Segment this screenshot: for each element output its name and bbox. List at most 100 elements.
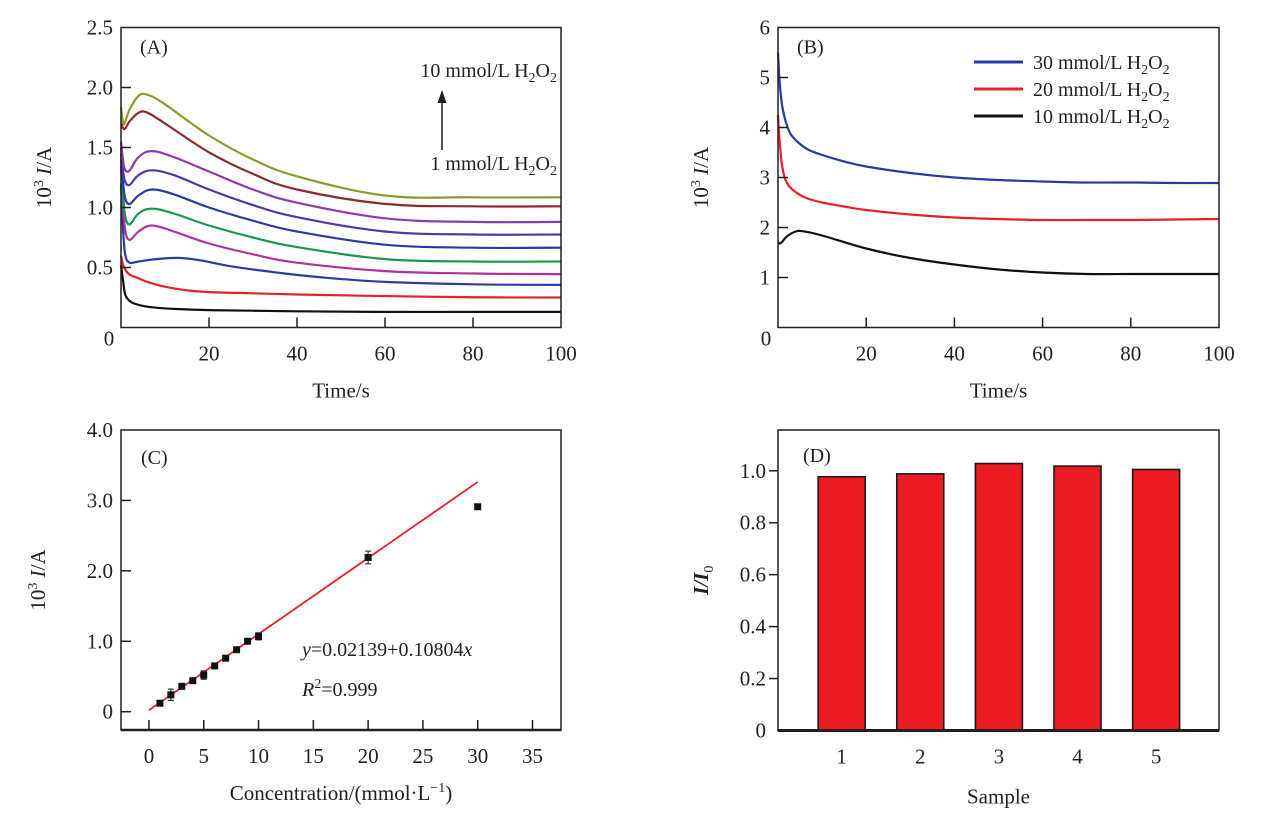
x-tick-label: 3: [994, 745, 1005, 769]
x-axis-label-b: Time/s: [970, 379, 1028, 403]
x-tick-label: 20: [199, 342, 220, 366]
legend-subscript: 2: [1141, 63, 1148, 78]
series-line-a-10: [119, 92, 562, 199]
y-tick-label: 2.5: [87, 16, 113, 40]
legend-label: 30 mmol/L H2O2: [1033, 52, 1170, 78]
data-point: [189, 677, 197, 685]
legend-text: 30 mmol/L H: [1033, 52, 1141, 74]
x-tick-label: 20: [358, 744, 379, 768]
annotation-bottom-concentration: 1 mmol/L H2O2: [430, 153, 557, 179]
data-marker: [244, 637, 252, 645]
data-marker: [178, 682, 186, 690]
origin-label: 0: [761, 327, 772, 351]
r2-value: =0.999: [321, 679, 377, 701]
x-axis-label-a: Time/s: [312, 379, 370, 403]
eq-rhs: =0.02139+0.10804: [311, 639, 464, 661]
series-line-a-2: [119, 255, 562, 299]
legend-subscript: 2: [1141, 90, 1148, 105]
y-tick-label: 1.0: [87, 629, 113, 653]
origin-label: 0: [104, 327, 115, 351]
data-point: [222, 654, 230, 662]
data-point: [233, 646, 241, 654]
y-label-variable: I: [26, 569, 50, 582]
r2-r: R: [301, 679, 314, 701]
bar-sample-1: [817, 475, 866, 732]
y-axis-label-a: 103 I/A: [32, 146, 56, 208]
series-line-a-7: [119, 147, 562, 236]
bar-sample-5: [1131, 468, 1181, 732]
y-label-variable: I: [32, 167, 56, 180]
y-tick-label: 4: [760, 116, 771, 140]
x-axis-label-c: Concentration/(mmol·L−1): [230, 781, 453, 805]
y-tick-label: 1: [760, 266, 771, 290]
y-axis-label-c: 103 I/A: [26, 549, 50, 611]
r2-exponent: 2: [314, 677, 321, 692]
y-tick-label: 0.5: [87, 256, 113, 280]
data-point: [200, 670, 208, 680]
y-label-exponent: 3: [26, 583, 41, 590]
data-marker: [189, 677, 197, 685]
y-label-base: 10: [32, 187, 56, 208]
data-point: [156, 699, 164, 707]
x-tick-label: 5: [1151, 745, 1162, 769]
data-marker: [222, 654, 230, 662]
legend-label: 20 mmol/L H2O2: [1033, 79, 1170, 105]
annot-bot-subscript: 2: [529, 164, 536, 179]
y-tick-label: 0.6: [740, 563, 766, 587]
y-label-unit: /A: [689, 146, 713, 168]
x-tick-label: 60: [375, 342, 396, 366]
legend-text: 20 mmol/L H: [1033, 79, 1141, 101]
legend-item-2: 20 mmol/L H2O2: [974, 79, 1170, 105]
legend-item-1: 30 mmol/L H2O2: [974, 52, 1170, 78]
x-label-exponent: −1: [430, 781, 445, 796]
x-tick-label: 10: [248, 744, 269, 768]
x-tick-label: 5: [198, 744, 209, 768]
eq-y: y: [300, 639, 311, 661]
legend-text: O: [1148, 52, 1162, 74]
x-tick-label: 60: [1032, 342, 1053, 366]
data-marker: [255, 632, 263, 640]
y-tick-label: 6: [760, 16, 771, 40]
y-tick-label: 0.8: [740, 511, 766, 535]
y-tick-label: 4.0: [87, 418, 113, 442]
x-tick-label: 30: [467, 744, 488, 768]
y-label-unit: /A: [32, 146, 56, 168]
y-label-base: 10: [26, 590, 50, 611]
x-tick-label: 40: [944, 342, 965, 366]
data-point: [364, 550, 372, 565]
fit-r-squared: R2=0.999: [301, 677, 378, 701]
data-marker: [364, 553, 372, 561]
y-label-subscript: 0: [702, 566, 717, 573]
panel-label-d: (D): [803, 445, 831, 467]
data-marker: [211, 662, 219, 670]
panel-a-current-vs-time: 20 40 60 80 100 0 0.5 1.0 1.5 2.0 2.5 Time/s 103 I/A…: [32, 16, 577, 403]
series-line-b-1: [776, 52, 1220, 185]
data-point: [211, 662, 219, 670]
y-axis-label-b: 103 I/A: [689, 146, 713, 208]
series-line-a-1: [119, 264, 561, 314]
y-label-denominator: I: [689, 572, 713, 582]
legend-label: 10 mmol/L H2O2: [1033, 106, 1170, 132]
data-marker: [474, 503, 482, 511]
panel-c-calibration-plot: 0 5 10 15 20 25 30 35 0 1.0 2.0 3.0 4.0 Concentration…: [26, 418, 562, 805]
annotation-top-concentration: 10 mmol/L H2O2: [420, 60, 557, 86]
series-line-a-9: [119, 110, 562, 208]
y-tick-label: 2.0: [87, 559, 113, 583]
arrow-up-icon: [437, 90, 447, 103]
annot-bot-subscript: 2: [550, 164, 557, 179]
annot-top-subscript: 2: [550, 71, 557, 86]
data-point: [255, 632, 263, 641]
y-tick-label: 5: [760, 66, 771, 90]
y-tick-label: 1.0: [87, 196, 113, 220]
series-line-b-2: [776, 114, 1220, 222]
y-label-base: 10: [689, 187, 713, 208]
legend-subscript: 2: [1163, 117, 1170, 132]
y-label-slash: /: [689, 579, 713, 589]
x-tick-label: 35: [522, 744, 543, 768]
annot-bot-text: 1 mmol/L H: [430, 153, 528, 175]
legend-subscript: 2: [1141, 117, 1148, 132]
x-tick-label: 1: [836, 745, 847, 769]
panel-label-a: (A): [140, 37, 168, 59]
series-line-a-3: [119, 183, 562, 286]
